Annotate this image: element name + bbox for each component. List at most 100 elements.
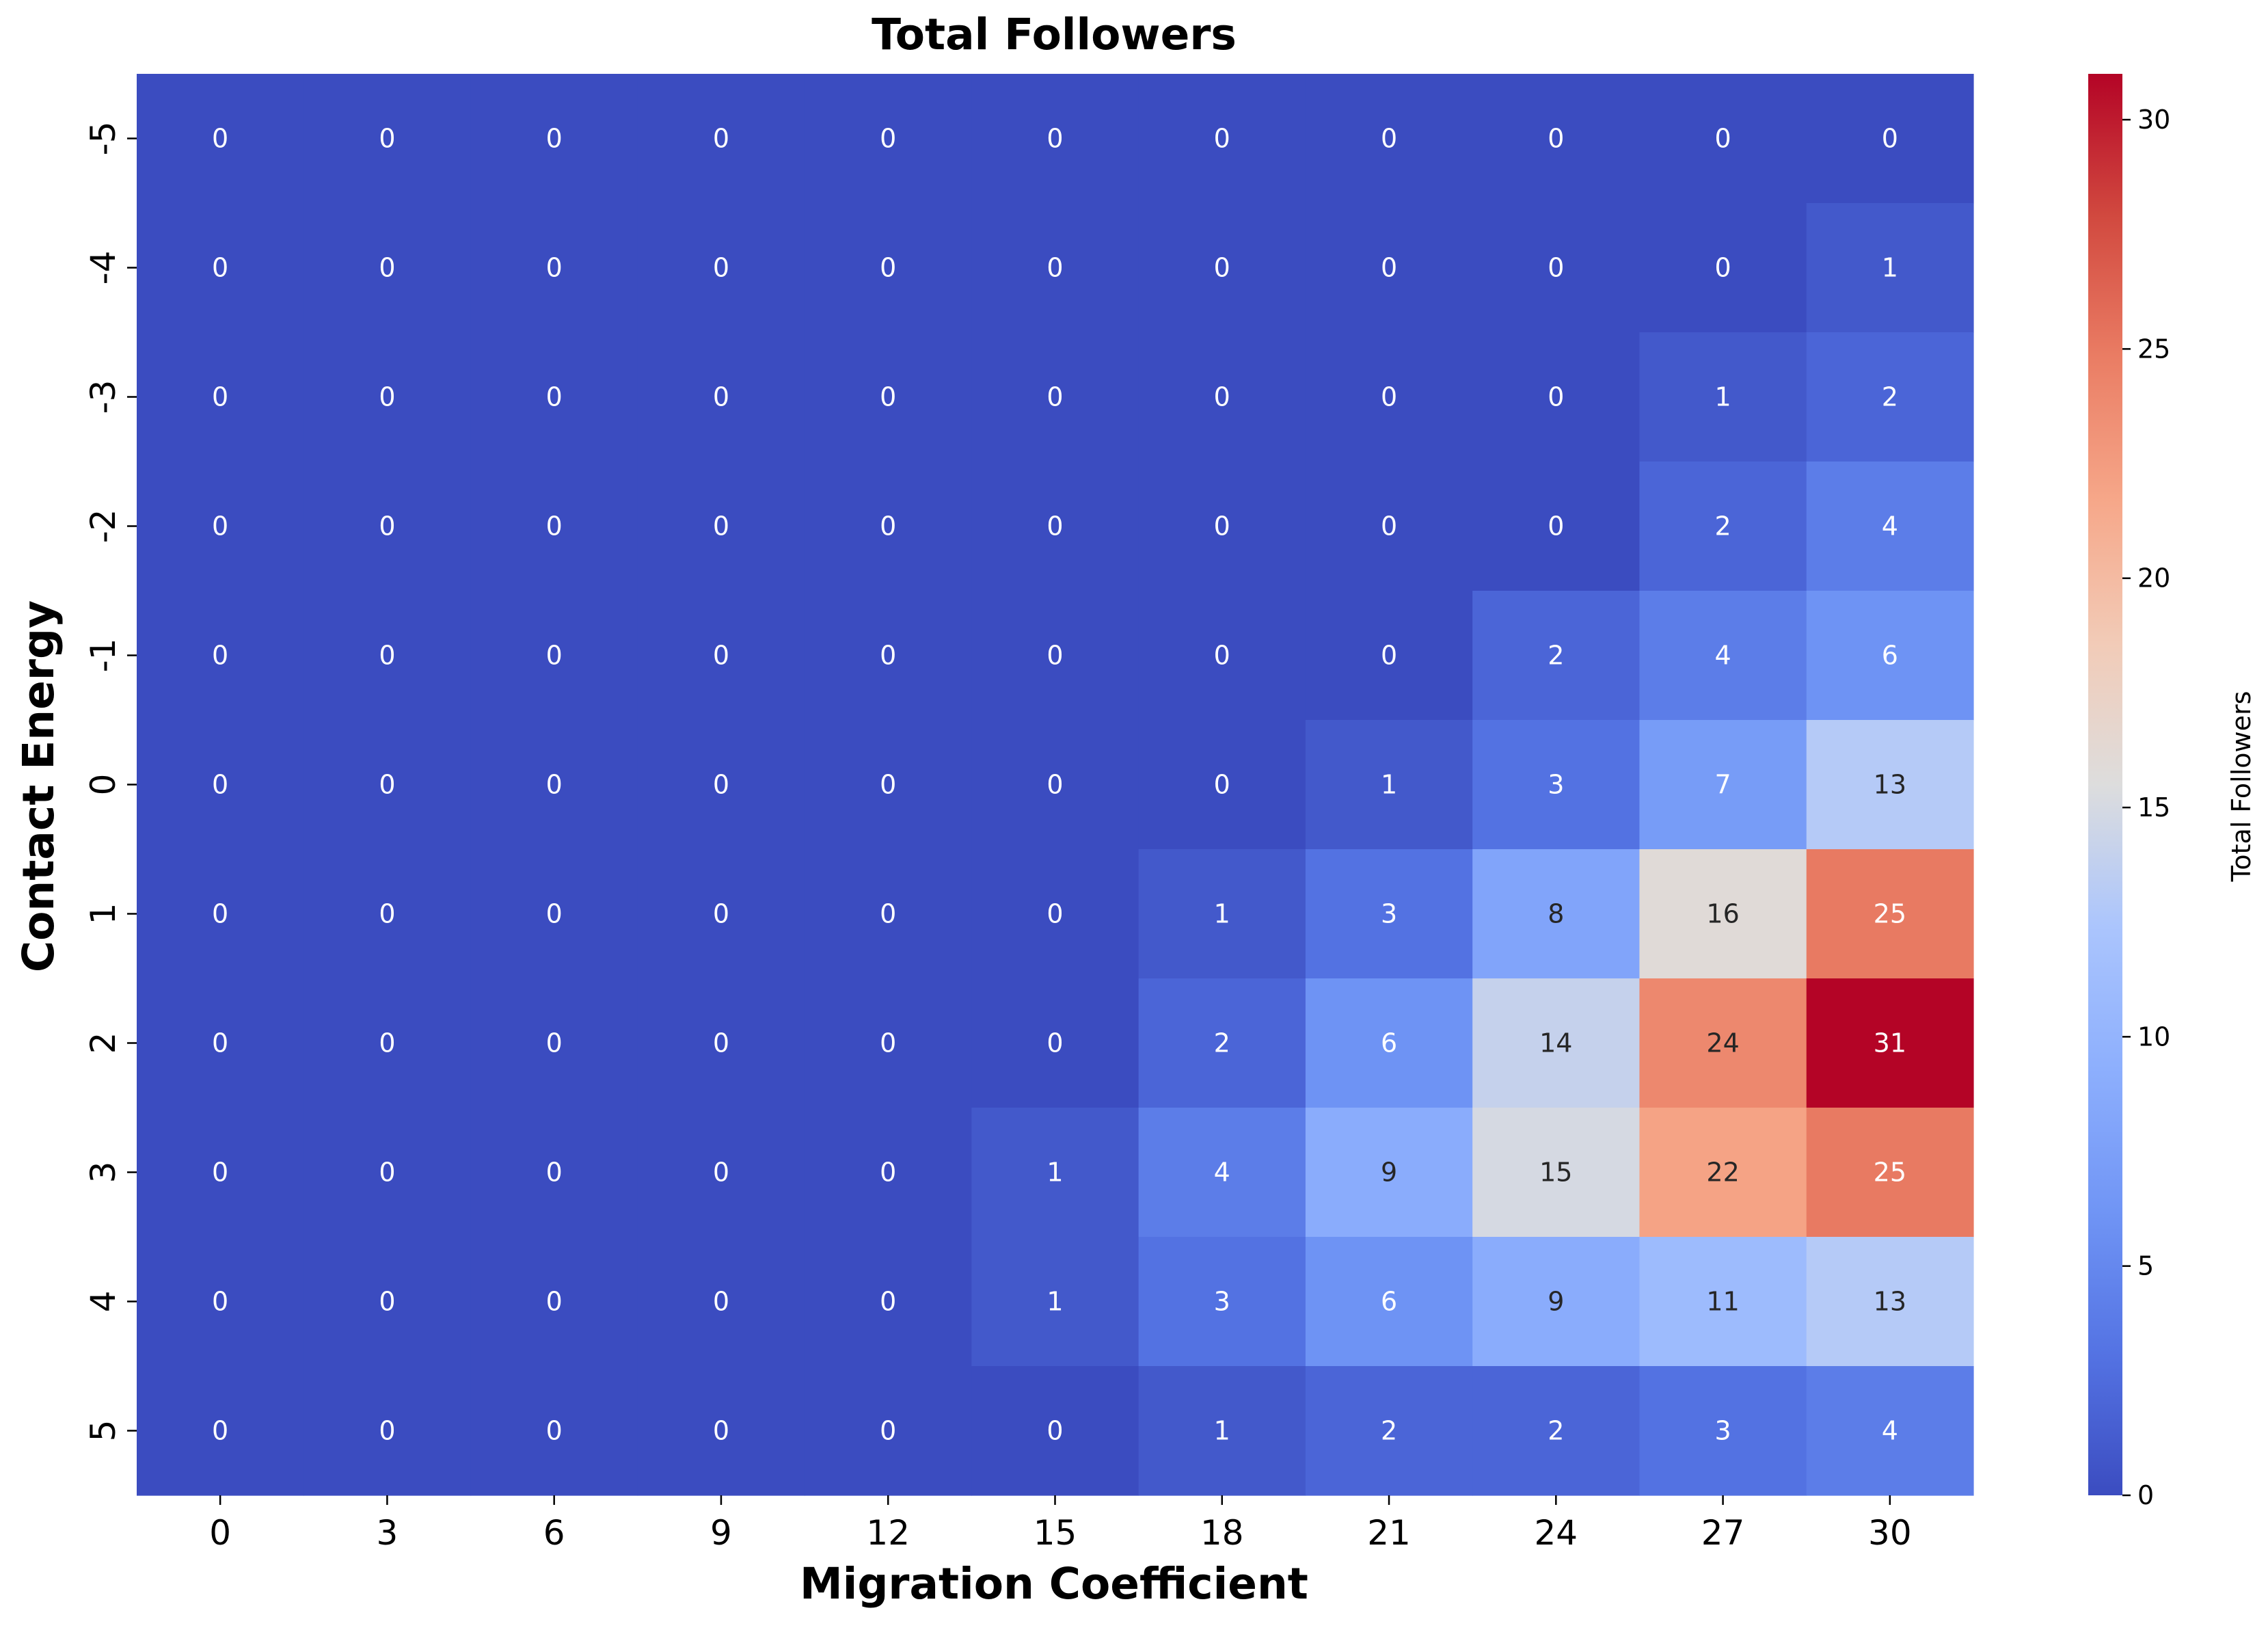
heatmap-cell — [137, 591, 304, 721]
x-tick-label: 6 — [543, 1513, 565, 1553]
x-axis-label: Migration Coefficient — [800, 1559, 1308, 1609]
heatmap-cell — [1639, 591, 1807, 721]
heatmap-cell — [1472, 1366, 1641, 1496]
cell-value-label: 3 — [1714, 1416, 1731, 1446]
x-tick-label: 27 — [1701, 1513, 1745, 1553]
colorbar-label: Total Followers — [2226, 691, 2256, 883]
cell-value-label: 4 — [1882, 1416, 1898, 1446]
heatmap-cell — [1305, 720, 1473, 850]
cell-value-label: 2 — [1214, 1028, 1230, 1058]
heatmap-cell — [1138, 1366, 1306, 1496]
cell-value-label: 0 — [1214, 253, 1230, 283]
heatmap-cell — [1806, 849, 1974, 979]
cell-value-label: 0 — [1714, 253, 1731, 283]
cell-value-label: 0 — [546, 899, 563, 929]
heatmap-cell — [971, 1366, 1139, 1496]
heatmap-cell — [1472, 1237, 1641, 1367]
heatmap-cell — [137, 203, 304, 333]
heatmap-cell — [1472, 849, 1641, 979]
heatmap-cell — [1472, 74, 1641, 204]
x-tick-label: 30 — [1868, 1513, 1912, 1553]
heatmap-cell — [1639, 462, 1807, 591]
cell-value-label: 8 — [1548, 899, 1564, 929]
heatmap-cell — [637, 1237, 805, 1367]
cell-value-label: 0 — [880, 382, 896, 412]
heatmap-cell — [1138, 203, 1306, 333]
cell-value-label: 0 — [212, 1028, 228, 1058]
cell-value-label: 0 — [1381, 511, 1397, 542]
heatmap-cell — [637, 1366, 805, 1496]
cell-value-label: 0 — [546, 1028, 563, 1058]
cell-value-label: 0 — [212, 899, 228, 929]
cell-value-label: 3 — [1548, 770, 1564, 800]
heatmap-cell — [137, 849, 304, 979]
heatmap-cell — [1138, 462, 1306, 591]
cell-value-label: 0 — [212, 770, 228, 800]
chart-title: Total Followers — [872, 10, 1237, 59]
heatmap-cell — [137, 74, 304, 204]
heatmap-cell — [971, 332, 1139, 462]
x-axis-ticks: 0 3 6 9 12 15 18 21 24 27 30 — [209, 1495, 1912, 1553]
heatmap-cell — [303, 462, 472, 591]
cell-value-label: 0 — [713, 1287, 729, 1317]
y-tick-label: 0 — [83, 774, 123, 796]
heatmap-cell — [971, 720, 1139, 850]
y-tick-label: -4 — [83, 251, 123, 285]
cell-value-label: 0 — [379, 511, 395, 542]
heatmap-cell — [1806, 332, 1974, 462]
cell-value-label: 15 — [1539, 1158, 1572, 1188]
heatmap-cell — [303, 849, 472, 979]
cell-value-label: 0 — [379, 1416, 395, 1446]
heatmap-cell — [1639, 720, 1807, 850]
cell-value-label: 0 — [880, 770, 896, 800]
heatmap-cells — [137, 74, 1974, 1496]
heatmap-cell — [1806, 74, 1974, 204]
heatmap-cell — [1639, 332, 1807, 462]
cell-value-label: 16 — [1706, 899, 1739, 929]
x-tick-label: 0 — [209, 1513, 231, 1553]
cell-value-label: 0 — [1548, 382, 1564, 412]
heatmap-cell — [137, 720, 304, 850]
heatmap-cell — [470, 978, 638, 1108]
heatmap-cell — [1138, 978, 1306, 1108]
cell-value-label: 13 — [1874, 1287, 1906, 1317]
cell-value-label: 0 — [1047, 899, 1063, 929]
cell-value-label: 1 — [1047, 1287, 1063, 1317]
cell-value-label: 0 — [212, 124, 228, 154]
cell-value-label: 0 — [546, 124, 563, 154]
colorbar-tick-label: 5 — [2137, 1251, 2154, 1281]
colorbar-tick-label: 30 — [2137, 105, 2170, 135]
heatmap-cell — [805, 978, 972, 1108]
heatmap-cell — [303, 1366, 472, 1496]
y-tick-label: -5 — [83, 122, 123, 156]
cell-value-label: 0 — [1882, 124, 1898, 154]
cell-value-label: 0 — [1047, 511, 1063, 542]
heatmap-cell — [303, 591, 472, 721]
cell-value-label: 0 — [546, 1158, 563, 1188]
heatmap-cell — [1472, 978, 1641, 1108]
heatmap-cell — [637, 849, 805, 979]
cell-value-label: 0 — [880, 253, 896, 283]
cell-value-label: 2 — [1882, 382, 1898, 412]
cell-value-label: 1 — [1214, 1416, 1230, 1446]
cell-value-label: 0 — [379, 1028, 395, 1058]
heatmap-cell — [1305, 74, 1473, 204]
cell-value-label: 1 — [1214, 899, 1230, 929]
cell-value-label: 0 — [1047, 641, 1063, 671]
heatmap-cell — [805, 332, 972, 462]
cell-value-label: 0 — [546, 1287, 563, 1317]
heatmap-cell — [303, 332, 472, 462]
cell-value-label: 0 — [880, 1287, 896, 1317]
heatmap-cell — [971, 74, 1139, 204]
cell-value-label: 0 — [212, 382, 228, 412]
colorbar-tick-label: 15 — [2137, 792, 2170, 823]
heatmap-cell — [1138, 720, 1306, 850]
cell-value-label: 1 — [1381, 770, 1397, 800]
cell-value-label: 2 — [1548, 1416, 1564, 1446]
cell-value-label: 0 — [880, 641, 896, 671]
heatmap-cell — [137, 462, 304, 591]
heatmap-cell — [470, 591, 638, 721]
heatmap-cell — [137, 1108, 304, 1238]
heatmap-cell — [1806, 1237, 1974, 1367]
